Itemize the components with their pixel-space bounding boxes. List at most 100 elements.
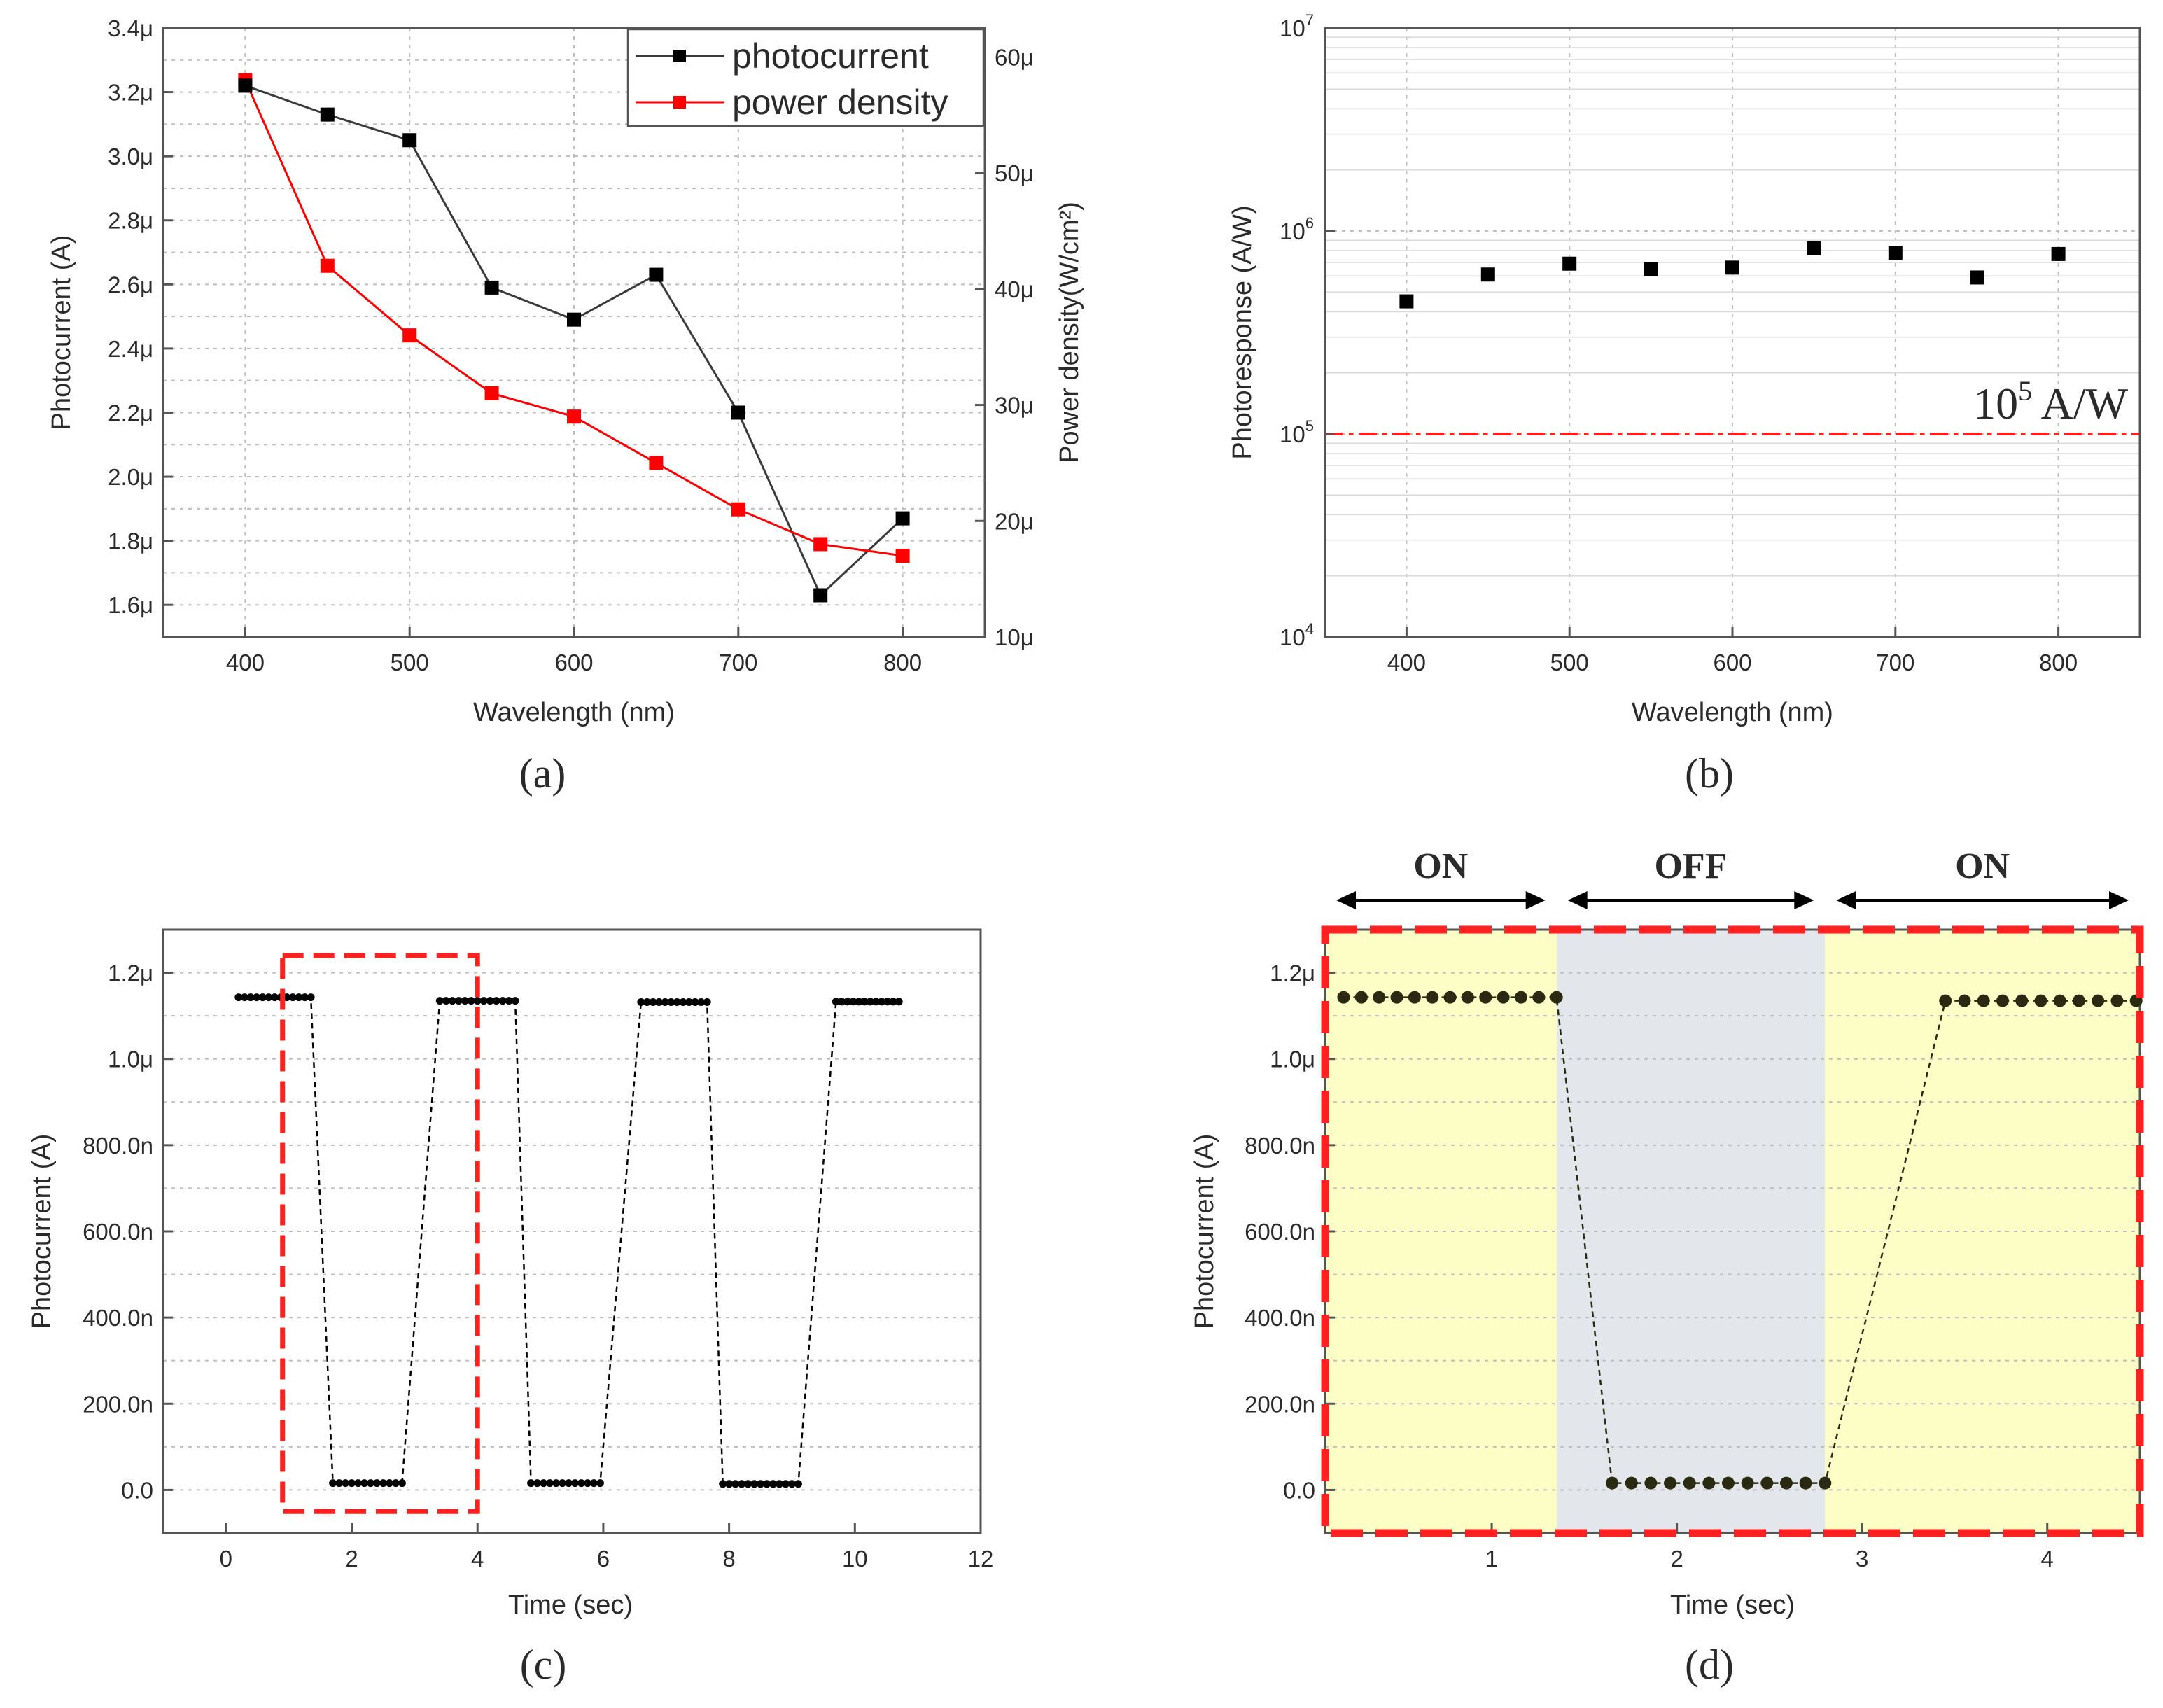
x-tick-label: 4: [471, 1546, 484, 1572]
power-density-point: [484, 386, 499, 400]
photocurrent-point: [329, 1479, 337, 1488]
photocurrent-point: [372, 1479, 381, 1488]
y-tick-label: 2.6μ: [108, 272, 153, 298]
photocurrent-point: [637, 997, 645, 1006]
power-density-point: [567, 410, 581, 424]
panel-d-y-axis-label: Photocurrent (A): [1190, 1134, 1219, 1329]
photoresponse-point: [1399, 294, 1414, 309]
photocurrent-point: [744, 1480, 752, 1488]
photocurrent-point: [391, 1479, 400, 1488]
y-tick-label: 800.0n: [1245, 1133, 1315, 1158]
panel-d-on-off-cycle-chart: 1 2 3 40.0200.0n400.0n600.0n800.0n1.0μ1.2μ …: [1190, 846, 2144, 1688]
y-tick-label: 400.0n: [83, 1305, 153, 1331]
photocurrent-point: [763, 1480, 771, 1488]
photocurrent-point: [655, 997, 664, 1006]
x-tick-label: 3: [1856, 1546, 1868, 1572]
photocurrent-point: [385, 1479, 393, 1488]
photocurrent-point: [757, 1480, 765, 1488]
photocurrent-point: [1337, 990, 1350, 1004]
photocurrent-point: [265, 993, 273, 1002]
photocurrent-point: [486, 997, 494, 1005]
panel-c-y-axis-label: Photocurrent (A): [27, 1134, 57, 1329]
photocurrent-point: [731, 405, 746, 420]
photocurrent-point: [527, 1479, 536, 1488]
phase-on-label: ON: [1955, 846, 2010, 886]
photocurrent-point: [732, 1480, 740, 1488]
photocurrent-point: [2110, 994, 2124, 1007]
photocurrent-point: [889, 997, 897, 1006]
photocurrent-point: [258, 993, 267, 1002]
y-tick-label: 3.4μ: [108, 15, 153, 41]
photocurrent-point: [335, 1479, 344, 1488]
y-tick-label: 3.0μ: [108, 144, 153, 169]
photocurrent-point: [1977, 994, 1990, 1007]
photocurrent-point: [643, 997, 651, 1006]
power-density-point: [402, 328, 417, 343]
y2-tick-label: 40μ: [995, 276, 1034, 302]
x-tick-label: 6: [597, 1546, 610, 1572]
photocurrent-point: [479, 997, 488, 1005]
photocurrent-point: [2092, 994, 2105, 1007]
x-tick-label: 2: [345, 1546, 358, 1572]
photocurrent-point: [649, 267, 664, 282]
photocurrent-point: [878, 997, 886, 1006]
photocurrent-point: [366, 1479, 374, 1488]
y-tick-label: 1.0μ: [1270, 1046, 1315, 1072]
highlight-box: [280, 953, 480, 1514]
photocurrent-point: [1958, 994, 1971, 1007]
x-tick-label: 700: [719, 650, 757, 676]
photocurrent-point: [872, 997, 881, 1006]
photocurrent-point: [442, 997, 450, 1005]
x-tick-label: 4: [2041, 1546, 2054, 1572]
x-tick-label: 8: [722, 1546, 735, 1572]
y-tick-label: 600.0n: [1245, 1219, 1315, 1245]
panel-b-caption: (b): [1685, 750, 1734, 797]
photocurrent-point: [1664, 1476, 1677, 1490]
y-tick-label: 2.2μ: [108, 400, 153, 426]
x-tick-label: 12: [968, 1546, 994, 1572]
photocurrent-point: [307, 993, 315, 1002]
photocurrent-point: [498, 997, 507, 1005]
x-tick-label: 500: [1550, 650, 1589, 676]
photocurrent-point: [788, 1480, 796, 1488]
y-tick-label: 1.6μ: [108, 592, 153, 618]
photocurrent-point: [1819, 1476, 1832, 1490]
photoresponse-point: [1726, 260, 1740, 275]
legend-power-density-label: power density: [732, 83, 948, 122]
panel-c-x-axis-label: Time (sec): [508, 1590, 633, 1620]
photocurrent-point: [849, 997, 858, 1006]
x-tick-label: 2: [1670, 1546, 1683, 1572]
photocurrent-point: [649, 997, 657, 1006]
photocurrent-point: [1683, 1476, 1696, 1490]
panel-d-x-axis-label: Time (sec): [1670, 1590, 1795, 1620]
photocurrent-point: [866, 997, 874, 1006]
photocurrent-point: [342, 1479, 350, 1488]
photocurrent-point: [1741, 1476, 1754, 1490]
y-tick-label-base: 10: [1280, 421, 1306, 447]
photocurrent-point: [473, 997, 482, 1005]
photocurrent-point: [1996, 994, 2009, 1007]
panel-c-plot-frame: [162, 928, 982, 1534]
photocurrent-point: [448, 997, 456, 1005]
y2-tick-label: 10μ: [995, 624, 1034, 650]
photocurrent-point: [1514, 990, 1527, 1004]
photocurrent-point: [2015, 994, 2029, 1007]
photocurrent-point: [559, 1479, 567, 1488]
photocurrent-point: [750, 1480, 759, 1488]
photoresponse-point: [1480, 267, 1495, 282]
photocurrent-point: [1644, 1476, 1658, 1490]
photocurrent-point: [1479, 990, 1492, 1004]
photocurrent-point: [691, 997, 699, 1006]
panel-a-x-axis-label: Wavelength (nm): [473, 698, 675, 727]
photocurrent-point: [596, 1479, 604, 1488]
photocurrent-point: [1760, 1476, 1774, 1490]
y-tick-label-base: 10: [1280, 624, 1306, 650]
y2-tick-label: 30μ: [995, 393, 1034, 419]
photoresponse-point: [1888, 246, 1903, 260]
photocurrent-point: [354, 1479, 363, 1488]
photocurrent-point: [673, 997, 681, 1006]
photocurrent-point: [781, 1480, 790, 1488]
reference-line-label: 105 A/W: [1973, 375, 2128, 428]
